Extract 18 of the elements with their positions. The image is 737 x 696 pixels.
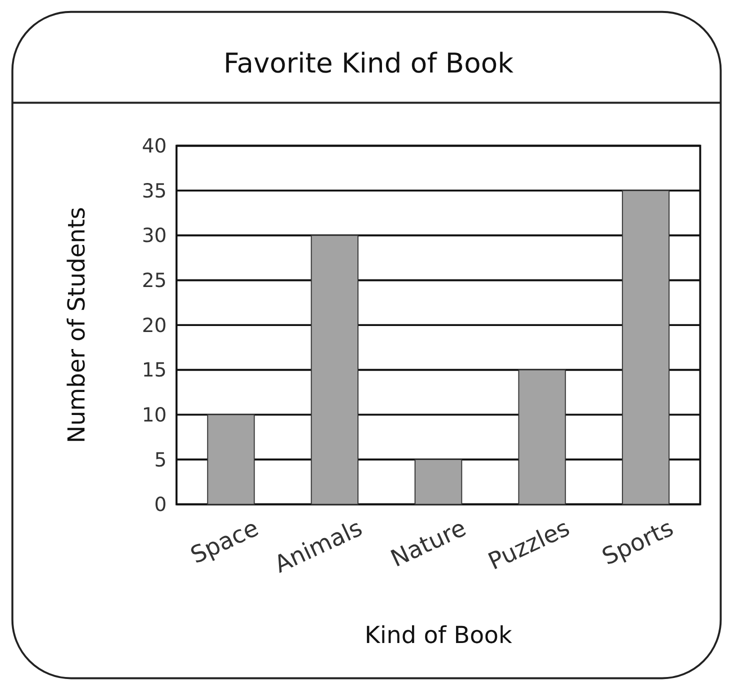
chart-title: Favorite Kind of Book [224, 48, 514, 80]
y-axis-title: Number of Students [62, 206, 91, 444]
bar [207, 414, 255, 505]
x-tick-label: Space [186, 514, 263, 570]
y-tick-label: 40 [142, 134, 167, 158]
y-tick-label: 35 [142, 179, 167, 202]
y-tick-label: 15 [142, 358, 167, 382]
y-tick-label: 0 [154, 493, 167, 516]
bar [310, 234, 358, 505]
x-axis-title: Kind of Book [364, 621, 512, 650]
bar [414, 459, 462, 505]
bar [518, 369, 566, 505]
y-tick-label: 20 [142, 314, 167, 337]
y-tick-label: 25 [142, 269, 167, 292]
y-tick-label: 10 [142, 404, 167, 427]
y-tick-label: 5 [154, 448, 167, 472]
bar [622, 190, 670, 505]
y-tick-label: 30 [142, 224, 167, 248]
